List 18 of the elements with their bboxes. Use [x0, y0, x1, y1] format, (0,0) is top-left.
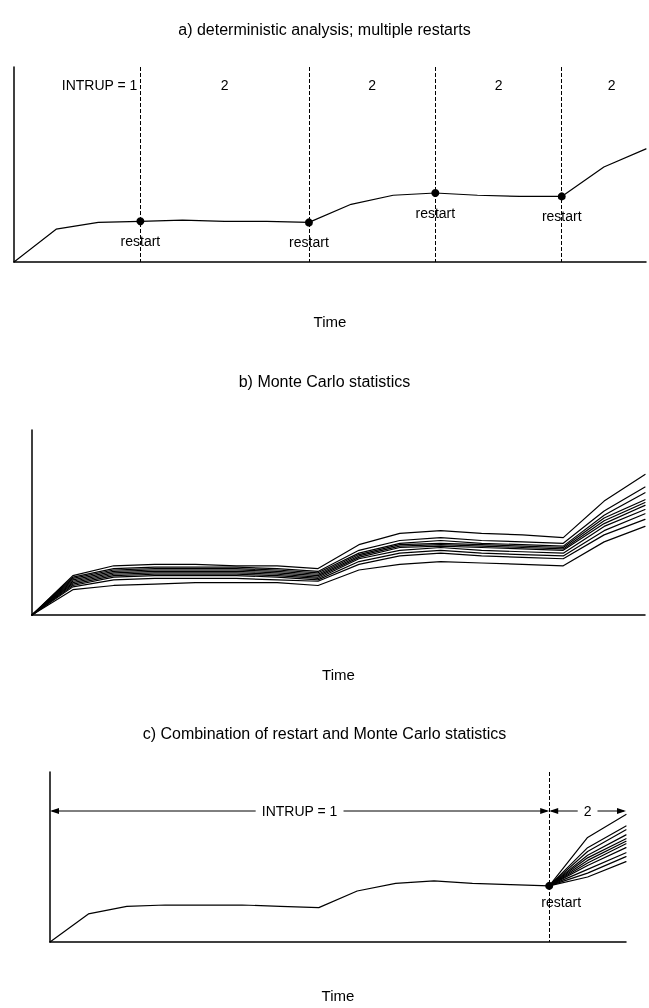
- text: INTRUP = 1: [61, 77, 138, 93]
- text: 2: [220, 77, 229, 93]
- x-axis-title: Time: [322, 666, 355, 683]
- annotation: restart: [541, 893, 582, 910]
- text: 2: [368, 77, 377, 93]
- annotation: restart: [120, 233, 161, 250]
- chart-title: b) Monte Carlo statistics: [238, 372, 411, 390]
- annotation: restart: [289, 234, 329, 251]
- annotation: 2: [583, 803, 592, 819]
- annotation: restart: [415, 205, 456, 222]
- chart-title: a) deterministic analysis; multiple restarts: [178, 20, 471, 38]
- text: 2: [607, 77, 616, 93]
- x-axis-title: Time: [313, 313, 347, 330]
- text: 2: [494, 77, 503, 93]
- chart-title: c) Combination of restart and Monte Carlo statistics: [142, 724, 507, 742]
- x-axis-title: Time: [321, 987, 355, 1004]
- annotation: INTRUP = 1: [261, 803, 338, 819]
- annotation: restart: [541, 208, 582, 225]
